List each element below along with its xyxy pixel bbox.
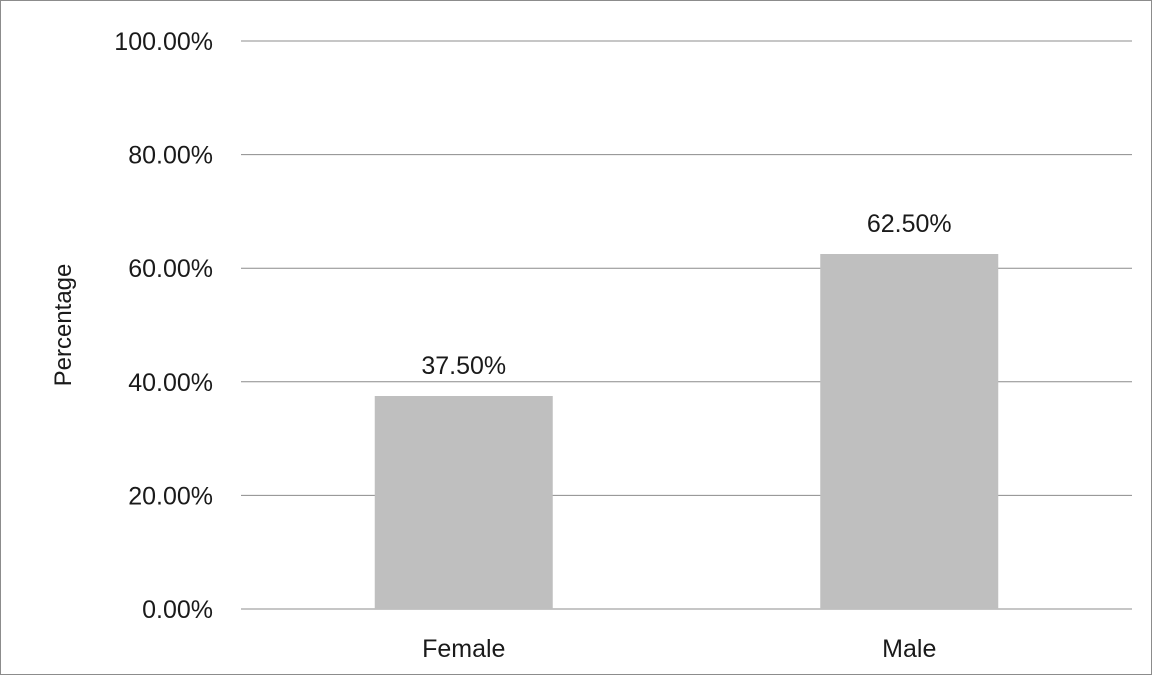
- x-tick-label: Male: [882, 635, 936, 663]
- bar-male: [820, 254, 999, 609]
- data-label: 37.50%: [421, 352, 506, 380]
- y-axis-title: Percentage: [50, 264, 77, 387]
- y-tick-label: 0.00%: [142, 596, 213, 624]
- y-tick-label: 20.00%: [128, 482, 213, 510]
- gridlines: [241, 40, 1132, 610]
- y-axis-ticks: 0.00% 20.00% 40.00% 60.00% 80.00% 100.00%: [114, 28, 213, 624]
- x-axis-ticks: Female Male: [422, 635, 936, 663]
- y-tick-label: 60.00%: [128, 255, 213, 283]
- data-labels: 37.50% 62.50%: [421, 210, 951, 380]
- x-tick-label: Female: [422, 635, 505, 663]
- bar-female: [374, 396, 553, 609]
- bars: [374, 254, 999, 609]
- data-label: 62.50%: [867, 210, 952, 238]
- y-tick-label: 100.00%: [114, 28, 213, 56]
- y-tick-label: 80.00%: [128, 142, 213, 170]
- y-tick-label: 40.00%: [128, 369, 213, 397]
